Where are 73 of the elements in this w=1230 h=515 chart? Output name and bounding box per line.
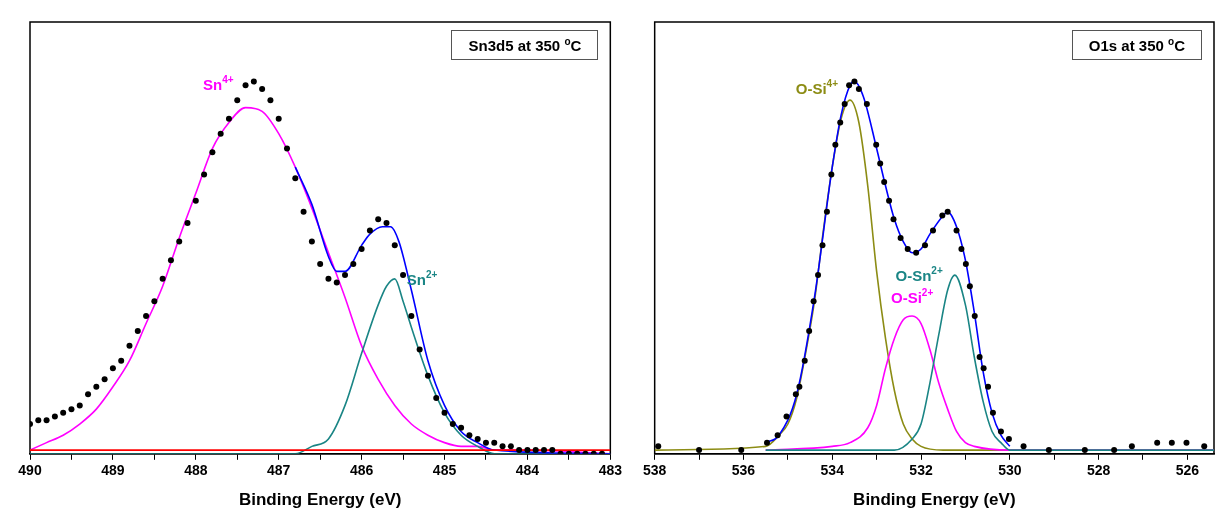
x-tick-label: 487 bbox=[267, 462, 291, 479]
point bbox=[976, 354, 983, 361]
point bbox=[958, 246, 965, 253]
point bbox=[913, 249, 920, 256]
x-tick-label: 489 bbox=[101, 462, 125, 479]
point bbox=[851, 78, 858, 85]
x-tick-label: 485 bbox=[432, 462, 457, 479]
point bbox=[815, 272, 822, 279]
point bbox=[846, 82, 853, 89]
point bbox=[966, 283, 973, 290]
point bbox=[962, 260, 969, 267]
point bbox=[774, 432, 781, 439]
point bbox=[1183, 439, 1190, 446]
point bbox=[886, 197, 893, 204]
chart-title: Sn3d5 at 350 $^{o}$C bbox=[451, 30, 599, 60]
chart-title: O1s at 350 $^{o}$C bbox=[1071, 30, 1202, 60]
point bbox=[792, 391, 799, 398]
x-tick-label: 534 bbox=[820, 462, 845, 479]
point bbox=[1020, 443, 1027, 450]
point bbox=[944, 208, 951, 215]
point bbox=[819, 242, 826, 249]
point bbox=[738, 447, 745, 454]
point bbox=[806, 327, 813, 334]
point bbox=[953, 227, 960, 234]
point bbox=[985, 383, 992, 390]
point bbox=[890, 216, 897, 223]
x-tick-label: 490 bbox=[18, 462, 42, 479]
point bbox=[1154, 439, 1161, 446]
point bbox=[823, 208, 830, 215]
point bbox=[881, 179, 888, 186]
point bbox=[971, 313, 978, 320]
x-tick-label: 532 bbox=[909, 462, 933, 479]
point bbox=[832, 141, 839, 148]
x-tick-label: 538 bbox=[643, 462, 667, 479]
point bbox=[855, 86, 862, 92]
point bbox=[655, 443, 662, 450]
x-tick-label: 486 bbox=[349, 462, 374, 479]
point bbox=[930, 227, 937, 234]
point bbox=[828, 171, 835, 178]
x-tick-label: 483 bbox=[598, 462, 623, 479]
point bbox=[1081, 447, 1088, 454]
x-tick-label: 530 bbox=[998, 462, 1022, 479]
point bbox=[801, 357, 808, 364]
point bbox=[841, 100, 848, 107]
point bbox=[1111, 447, 1118, 454]
point bbox=[897, 234, 904, 241]
x-axis-title: Binding Energy (eV) bbox=[238, 490, 402, 510]
x-tick-label: 488 bbox=[184, 462, 208, 479]
point bbox=[877, 160, 884, 167]
point bbox=[696, 447, 703, 454]
point bbox=[1201, 443, 1208, 450]
x-axis-title: Binding Energy (eV) bbox=[853, 490, 1016, 510]
x-tick-label: 536 bbox=[731, 462, 756, 479]
point bbox=[922, 242, 929, 249]
point bbox=[810, 298, 817, 305]
point bbox=[980, 365, 987, 372]
x-tick-label: 484 bbox=[515, 462, 540, 479]
point bbox=[1168, 439, 1175, 446]
point bbox=[989, 409, 996, 416]
point bbox=[837, 119, 844, 126]
point bbox=[796, 383, 803, 390]
point bbox=[763, 439, 770, 446]
point bbox=[939, 212, 946, 219]
point bbox=[1045, 447, 1052, 454]
point bbox=[1005, 435, 1012, 442]
point bbox=[997, 428, 1004, 435]
point bbox=[873, 141, 880, 148]
x-tick-label: 526 bbox=[1175, 462, 1200, 479]
x-tick-label: 528 bbox=[1086, 462, 1111, 479]
point bbox=[783, 413, 790, 420]
point bbox=[863, 100, 870, 107]
point bbox=[1128, 443, 1135, 450]
point bbox=[904, 246, 911, 253]
